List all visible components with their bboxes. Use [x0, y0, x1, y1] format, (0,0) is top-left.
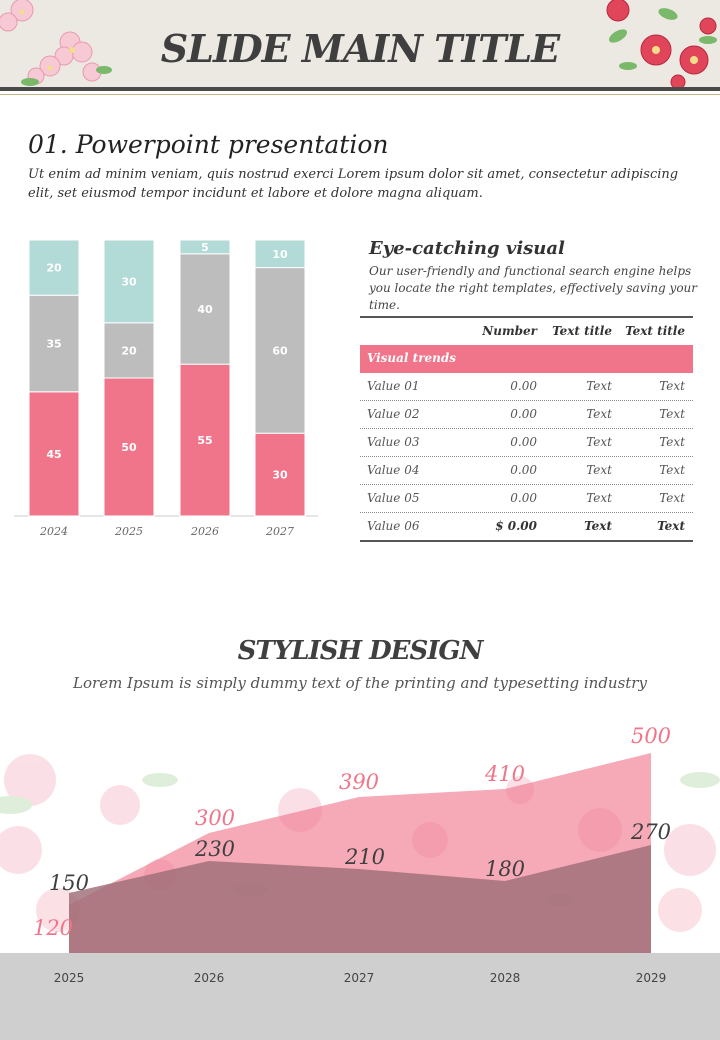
bar-data-label: 20 [46, 262, 62, 275]
table-header-cell: Number [482, 324, 537, 338]
table-band-label: Visual trends [367, 351, 457, 365]
bar-data-label: 10 [272, 248, 288, 261]
x-tick-label: 2024 [39, 525, 68, 538]
visual-title: Eye-catching visual [369, 238, 565, 259]
x-tick-label: 2026 [190, 525, 219, 538]
section-body-text: Ut enim ad minim veniam, quis nostrud ex… [28, 167, 679, 201]
table-cell: Text [586, 463, 612, 477]
bar-segment [103, 322, 155, 379]
area-data-label: 210 [344, 845, 385, 869]
area-series [69, 845, 651, 953]
table-cell: Value 04 [367, 463, 420, 477]
table-cell: Text [659, 407, 685, 421]
x-tick-label: 2025 [54, 971, 85, 985]
section-title: 01. Powerpoint presentation [28, 130, 389, 159]
area-data-label: 410 [484, 762, 525, 786]
flower-decoration-right-icon [606, 0, 717, 88]
table-cell: Value 01 [367, 379, 420, 393]
area-data-label: 300 [195, 806, 235, 830]
table-row: Value 04 0.00 Text Text [360, 457, 693, 485]
section2-subtitle: Lorem Ipsum is simply dummy text of the … [73, 674, 647, 692]
table-cell: Value 06 [367, 519, 420, 533]
x-tick-label: 2025 [114, 525, 143, 538]
stacked-bar-chart: 45 35 20 2024 50 20 30 2025 55 40 5 2026 30 60 10 2027 [14, 239, 318, 538]
table-cell: Text [659, 379, 685, 393]
table-row: Value 01 0.00 Text Text [360, 373, 693, 401]
table-row: Value 03 0.00 Text Text [360, 429, 693, 457]
area-data-label: 230 [194, 837, 235, 861]
area-data-label: 500 [631, 724, 671, 748]
table-cell: Text [659, 463, 685, 477]
bar-segment [254, 267, 306, 434]
table-cell: Value 03 [367, 435, 420, 449]
area-data-label: 390 [339, 770, 379, 794]
area-data-label: 180 [485, 857, 525, 881]
table-cell: Text [659, 491, 685, 505]
table-cell: Text [584, 519, 612, 533]
bar-data-label: 55 [197, 434, 212, 447]
area-data-label: 150 [49, 871, 89, 895]
table-cell: 0.00 [510, 435, 537, 449]
table-cell: Value 05 [367, 491, 420, 505]
flower-decoration-left-icon [0, 0, 112, 86]
header-band [0, 0, 720, 88]
table-cell: 0.00 [510, 379, 537, 393]
table-cell: $ 0.00 [495, 519, 537, 533]
bar-data-label: 30 [272, 469, 288, 482]
x-tick-label: 2028 [490, 971, 521, 985]
bar-data-label: 35 [46, 338, 61, 351]
chart-base-band [0, 953, 720, 1040]
bar-segment [28, 391, 80, 517]
table-cell: Text [586, 435, 612, 449]
table-cell: Text [586, 491, 612, 505]
table-band-row: Visual trends [360, 345, 693, 373]
table-row: Value 05 0.00 Text Text [360, 485, 693, 513]
bar-data-label: 40 [197, 303, 213, 316]
table-header-row: Number Text title Text title [360, 318, 693, 345]
area-chart: 120 300 390 410 500 150 230 210 180 270 2025 2026 20… [0, 724, 720, 1040]
table-cell: 0.00 [510, 463, 537, 477]
data-table: Number Text title Text title Visual tren… [360, 316, 693, 542]
x-tick-label: 2026 [194, 971, 225, 985]
bar-data-label: 50 [121, 441, 137, 454]
bar-data-label: 60 [272, 344, 288, 357]
bar-segment [28, 239, 80, 296]
table-header-cell: Text title [625, 324, 685, 338]
header-divider-thin [0, 94, 720, 95]
table-cell: Text [657, 519, 685, 533]
area-data-label: 270 [630, 820, 671, 844]
table-row: Value 02 0.00 Text Text [360, 401, 693, 429]
table-cell: 0.00 [510, 407, 537, 421]
bar-segment [179, 363, 231, 517]
header-divider [0, 87, 720, 91]
bar-data-label: 30 [121, 275, 137, 288]
visual-body-text: Our user-friendly and functional search … [369, 264, 698, 312]
bar-segment [103, 377, 155, 517]
bar-segment [254, 432, 306, 517]
bar-segment [179, 239, 231, 255]
bar-segment [28, 294, 80, 393]
bar-data-label: 20 [121, 344, 137, 357]
table-row: Value 06 $ 0.00 Text Text [360, 513, 693, 542]
x-tick-label: 2027 [265, 525, 294, 538]
table-header-cell: Text title [552, 324, 612, 338]
slide-main-title: SLIDE MAIN TITLE [160, 26, 560, 71]
area-data-label: 120 [33, 916, 73, 940]
section2-title: STYLISH DESIGN [237, 636, 484, 666]
table-cell: Value 02 [367, 407, 420, 421]
x-tick-label: 2029 [636, 971, 667, 985]
x-tick-label: 2027 [344, 971, 375, 985]
bar-segment [103, 239, 155, 324]
table-cell: Text [586, 379, 612, 393]
bar-data-label: 5 [201, 241, 209, 254]
table-cell: Text [659, 435, 685, 449]
bar-data-label: 45 [46, 448, 61, 461]
table-cell: 0.00 [510, 491, 537, 505]
bar-segment [254, 239, 306, 269]
table-cell: Text [586, 407, 612, 421]
